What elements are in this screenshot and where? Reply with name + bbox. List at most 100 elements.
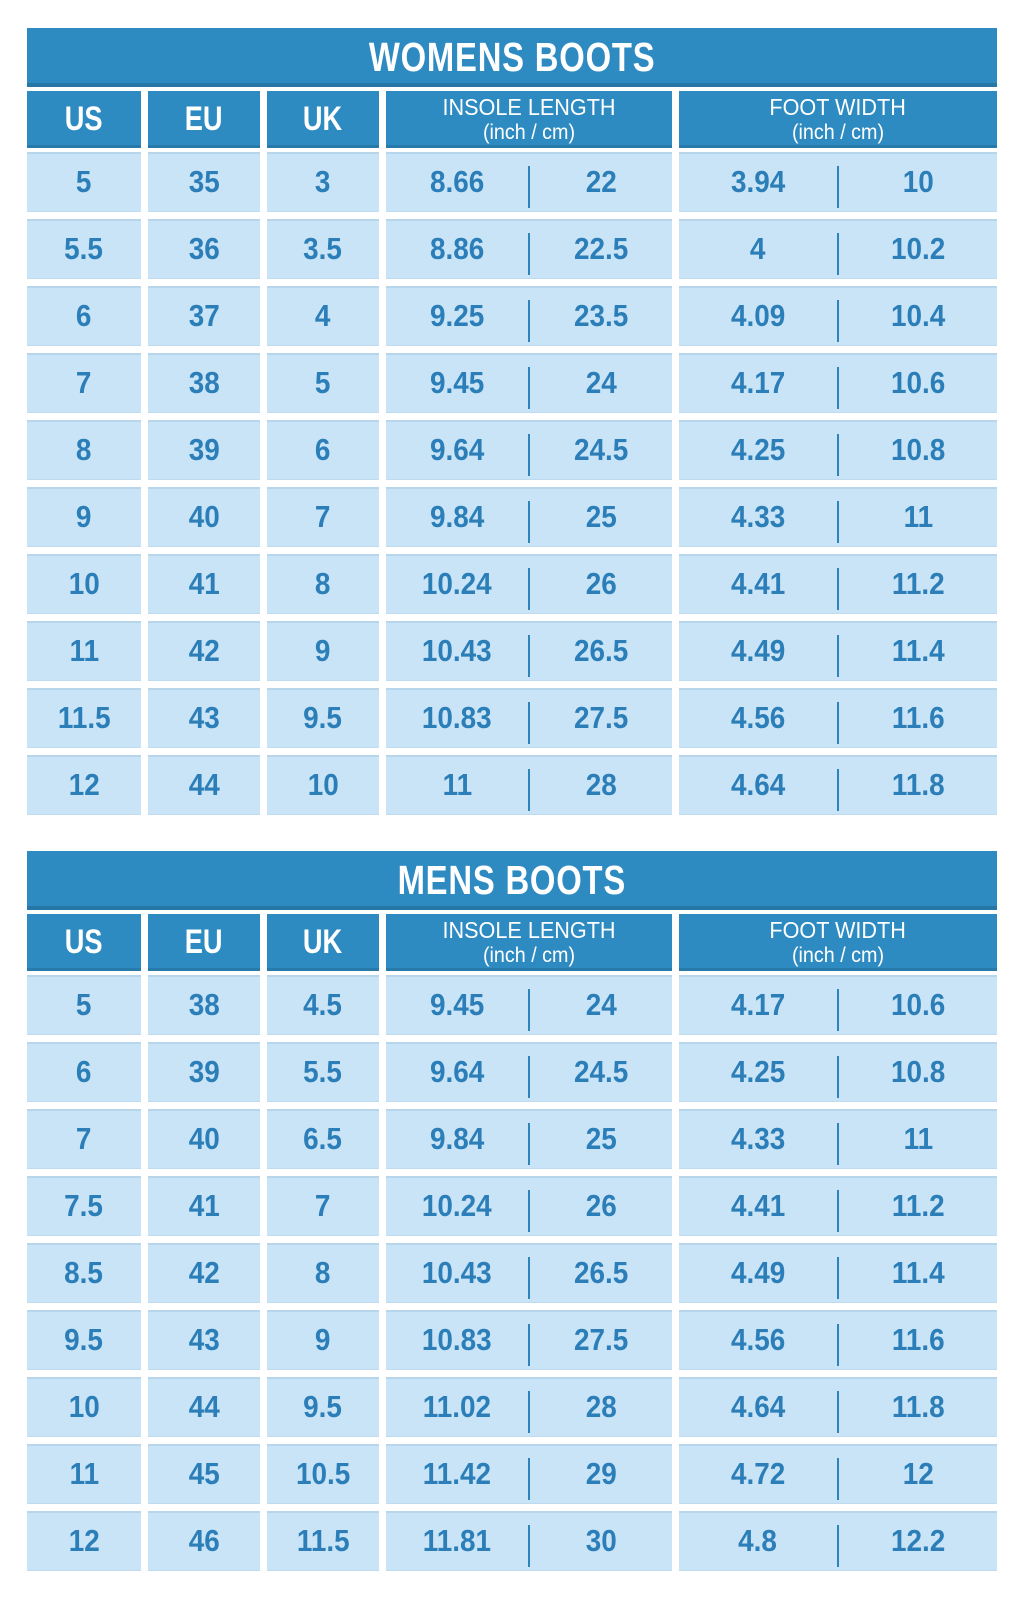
insole-length-inch-value: 10.43 [422, 633, 492, 668]
insole-length-inch-value: 9.45 [429, 987, 485, 1022]
insole-length-inch-value: 11.81 [422, 1523, 492, 1558]
uk-value-cell: 4 [267, 286, 379, 346]
table-row: 11 42 9 10.43 26.5 4.49 11.4 [27, 621, 997, 681]
table-row: 7.5 41 7 10.24 26 4.41 11.2 [27, 1176, 997, 1236]
cell-value: 41 [188, 566, 220, 601]
col-header-uk: UK [267, 91, 379, 148]
uk-value-cell: 8 [267, 1243, 379, 1303]
insole-length-cm-half: 25 [530, 1121, 672, 1157]
cell-value: 38 [188, 365, 220, 400]
eu-value-cell: 39 [148, 420, 260, 480]
eu-value-cell: 45 [148, 1444, 260, 1504]
cell-value: 4 [315, 298, 331, 333]
foot-width-cm-half: 11.2 [839, 566, 997, 602]
table-title: WOMENS BOOTS [368, 34, 656, 80]
foot-width-cm-value: 10.6 [890, 987, 946, 1022]
foot-width-cm-value: 10.8 [890, 1054, 946, 1089]
table-row: 8 39 6 9.64 24.5 4.25 10.8 [27, 420, 997, 480]
eu-value-cell: 38 [148, 975, 260, 1035]
cell-value: 41 [188, 1188, 220, 1223]
col-header-label: US [65, 923, 103, 961]
col-header-title: FOOT WIDTH [769, 917, 907, 944]
value-divider [528, 989, 530, 1031]
foot-width-inch-half: 4.49 [679, 633, 837, 669]
value-divider [837, 233, 839, 275]
eu-value-cell: 41 [148, 554, 260, 614]
table-row: 9 40 7 9.84 25 4.33 11 [27, 487, 997, 547]
value-divider [837, 989, 839, 1031]
uk-value-cell: 7 [267, 1176, 379, 1236]
us-value-cell: 6 [27, 1042, 141, 1102]
foot-width-inch-half: 4.41 [679, 566, 837, 602]
cell-value: 38 [188, 987, 220, 1022]
foot-width-cm-half: 10.6 [839, 365, 997, 401]
uk-value-cell: 5.5 [267, 1042, 379, 1102]
foot-width-inch-value: 4.64 [730, 767, 786, 802]
us-value-cell: 11.5 [27, 688, 141, 748]
cell-value: 10.5 [295, 1456, 351, 1491]
table-row: 7 38 5 9.45 24 4.17 10.6 [27, 353, 997, 413]
cell-value: 40 [188, 1121, 220, 1156]
foot-width-inch-value: 4.41 [730, 566, 786, 601]
cell-value: 36 [188, 231, 220, 266]
col-header-insole-length: INSOLE LENGTH (inch / cm) [386, 91, 672, 148]
insole-length-cell: 11.02 28 [386, 1377, 672, 1437]
cell-value: 39 [188, 432, 220, 467]
value-divider [528, 1123, 530, 1165]
insole-length-cm-value: 26.5 [573, 633, 629, 668]
value-divider [528, 702, 530, 744]
insole-length-cm-value: 24 [585, 987, 617, 1022]
insole-length-cm-half: 24.5 [530, 1054, 672, 1090]
insole-length-inch-value: 9.84 [429, 1121, 485, 1156]
insole-length-cm-half: 26.5 [530, 1255, 672, 1291]
insole-length-cm-value: 27.5 [573, 700, 629, 735]
foot-width-inch-value: 4.09 [730, 298, 786, 333]
table-title: MENS BOOTS [397, 857, 627, 903]
table-row: 11 45 10.5 11.42 29 4.72 12 [27, 1444, 997, 1504]
mens-table-rows: 5 38 4.5 9.45 24 4.17 10.6 6 39 5.5 9.64 24.5 4.25 10… [27, 975, 997, 1571]
value-divider [837, 166, 839, 208]
foot-width-cell: 4.8 12.2 [679, 1511, 997, 1571]
col-header-us: US [27, 91, 141, 148]
insole-length-cm-value: 26 [585, 1188, 617, 1223]
womens-table-rows: 5 35 3 8.66 22 3.94 10 5.5 36 3.5 8.86 22.5 4 10.2 6 37… [27, 152, 997, 815]
cell-value: 12 [68, 767, 100, 802]
us-value-cell: 8 [27, 420, 141, 480]
us-value-cell: 9.5 [27, 1310, 141, 1370]
insole-length-inch-half: 10.24 [386, 1188, 528, 1224]
insole-length-cm-value: 28 [585, 1389, 617, 1424]
foot-width-cm-value: 12.2 [890, 1523, 946, 1558]
insole-length-inch-half: 9.84 [386, 1121, 528, 1157]
boot-size-chart-page: WOMENS BOOTS US EU UK INSOLE LENGTH (inc… [27, 28, 997, 1571]
foot-width-cell: 4.64 11.8 [679, 1377, 997, 1437]
eu-value-cell: 40 [148, 1109, 260, 1169]
cell-value: 4.5 [303, 987, 343, 1022]
foot-width-inch-half: 4.49 [679, 1255, 837, 1291]
cell-value: 8 [315, 566, 331, 601]
eu-value-cell: 44 [148, 1377, 260, 1437]
eu-value-cell: 46 [148, 1511, 260, 1571]
insole-length-inch-value: 10.24 [422, 1188, 492, 1223]
foot-width-cm-half: 10.2 [839, 231, 997, 267]
cell-value: 11.5 [296, 1523, 350, 1558]
value-divider [837, 1458, 839, 1500]
foot-width-cm-half: 12.2 [839, 1523, 997, 1559]
foot-width-inch-value: 4.41 [730, 1188, 786, 1223]
cell-value: 43 [188, 700, 220, 735]
value-divider [837, 1056, 839, 1098]
foot-width-inch-half: 4.09 [679, 298, 837, 334]
foot-width-inch-half: 4.41 [679, 1188, 837, 1224]
insole-length-inch-half: 8.66 [386, 164, 528, 200]
eu-value-cell: 42 [148, 621, 260, 681]
insole-length-inch-value: 8.86 [429, 231, 485, 266]
us-value-cell: 5.5 [27, 219, 141, 279]
us-value-cell: 9 [27, 487, 141, 547]
insole-length-cell: 11.42 29 [386, 1444, 672, 1504]
uk-value-cell: 11.5 [267, 1511, 379, 1571]
insole-length-cm-half: 26 [530, 566, 672, 602]
foot-width-cell: 4.64 11.8 [679, 755, 997, 815]
insole-length-cell: 10.43 26.5 [386, 1243, 672, 1303]
insole-length-cm-half: 25 [530, 499, 672, 535]
insole-length-inch-value: 10.43 [422, 1255, 492, 1290]
foot-width-cm-value: 12 [902, 1456, 934, 1491]
